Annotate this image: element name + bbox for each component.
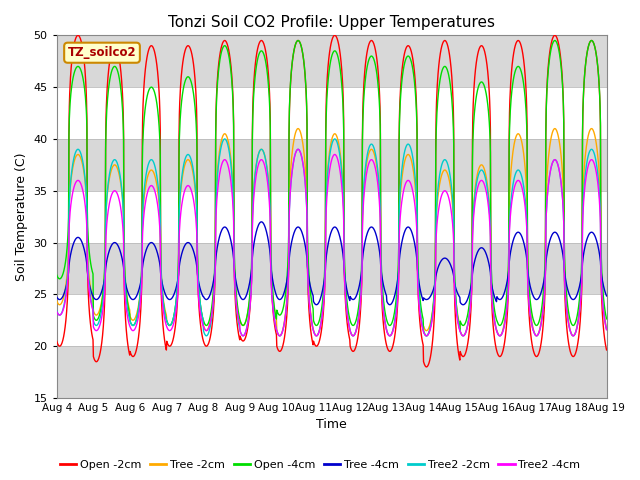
Bar bbox=[57, 87, 607, 139]
Y-axis label: Soil Temperature (C): Soil Temperature (C) bbox=[15, 153, 28, 281]
Title: Tonzi Soil CO2 Profile: Upper Temperatures: Tonzi Soil CO2 Profile: Upper Temperatur… bbox=[168, 15, 495, 30]
Bar bbox=[57, 191, 607, 242]
Legend: Open -2cm, Tree -2cm, Open -4cm, Tree -4cm, Tree2 -2cm, Tree2 -4cm: Open -2cm, Tree -2cm, Open -4cm, Tree -4… bbox=[55, 456, 585, 474]
Bar bbox=[57, 294, 607, 346]
X-axis label: Time: Time bbox=[316, 419, 347, 432]
Text: TZ_soilco2: TZ_soilco2 bbox=[68, 46, 136, 59]
